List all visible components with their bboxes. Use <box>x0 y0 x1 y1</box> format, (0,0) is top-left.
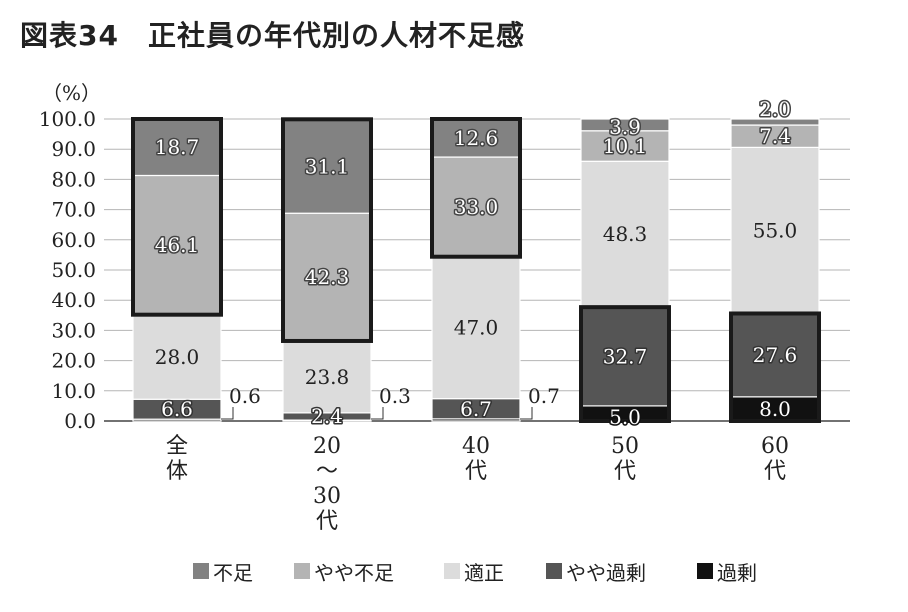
value-label: 8.0 <box>759 397 791 421</box>
y-tick-label: 0.0 <box>64 409 96 433</box>
category-label: 20 <box>313 434 341 459</box>
legend-label: 適正 <box>464 561 504 585</box>
value-label: 42.3 <box>305 265 350 289</box>
y-tick-label: 10.0 <box>51 379 96 403</box>
category-label: 代 <box>764 459 786 484</box>
legend-swatch <box>697 563 713 579</box>
value-label: 48.3 <box>603 222 648 246</box>
value-label: 0.6 <box>229 384 261 408</box>
legend-swatch <box>546 563 562 579</box>
legend-swatch <box>193 563 209 579</box>
value-label: 12.6 <box>454 126 499 150</box>
y-tick-label: 30.0 <box>51 318 96 342</box>
y-tick-label: 70.0 <box>51 198 96 222</box>
legend-swatch <box>444 563 460 579</box>
value-label: 18.7 <box>155 135 200 159</box>
y-tick-label: 40.0 <box>51 288 96 312</box>
value-label: 33.0 <box>454 195 499 219</box>
category-label: 代 <box>316 509 338 534</box>
legend-label: 不足 <box>213 561 253 585</box>
highlight-frame <box>281 117 373 343</box>
highlight-frame <box>131 117 223 317</box>
y-tick-label: 100.0 <box>39 107 96 131</box>
category-label: 体 <box>166 459 188 484</box>
value-label: 0.7 <box>528 384 560 408</box>
value-label: 2.0 <box>759 97 791 121</box>
category-label: 〜 <box>316 459 338 484</box>
highlight-frame <box>729 311 821 424</box>
legend-label: やや不足 <box>314 561 394 585</box>
highlight-frame <box>579 305 671 423</box>
bar-segment <box>580 130 670 162</box>
bar-segment <box>730 118 820 126</box>
bar-segment <box>580 160 670 308</box>
y-unit-label: （%） <box>42 81 101 105</box>
leader-line <box>520 407 533 420</box>
value-label: 28.0 <box>155 345 200 369</box>
category-label: 30 <box>313 484 341 509</box>
category-label: 40 <box>462 434 490 459</box>
legend-label: やや過剰 <box>566 561 646 585</box>
value-label: 10.1 <box>603 134 648 158</box>
bar-segment <box>132 118 222 177</box>
bar-segment <box>730 396 820 422</box>
value-label: 31.1 <box>305 154 350 178</box>
category-label: 代 <box>465 459 487 484</box>
value-label: 23.8 <box>305 365 350 389</box>
bar-segment <box>282 340 372 414</box>
chart-title: 図表34 正社員の年代別の人材不足感 <box>20 19 525 52</box>
category-label: 60 <box>761 434 789 459</box>
value-label: 2.4 <box>311 404 343 428</box>
value-label: 0.3 <box>379 384 411 408</box>
bar-segment <box>580 118 670 132</box>
value-label: 5.0 <box>609 405 641 429</box>
value-label: 7.4 <box>759 124 791 148</box>
y-tick-label: 90.0 <box>51 137 96 161</box>
category-label: 代 <box>614 459 636 484</box>
highlight-frame <box>430 117 522 259</box>
leader-line <box>371 407 384 420</box>
category-label: 50 <box>611 434 639 459</box>
y-tick-label: 20.0 <box>51 349 96 373</box>
value-label: 27.6 <box>753 343 798 367</box>
legend-label: 過剰 <box>717 561 757 585</box>
y-tick-label: 50.0 <box>51 258 96 282</box>
bar-segment <box>132 314 222 400</box>
value-label: 47.0 <box>454 316 499 340</box>
value-label: 46.1 <box>155 233 200 257</box>
leader-line <box>221 407 234 420</box>
value-label: 32.7 <box>603 345 648 369</box>
value-label: 55.0 <box>753 218 798 242</box>
legend-swatch <box>294 563 310 579</box>
value-label: 3.9 <box>609 115 641 139</box>
category-label: 全 <box>166 434 188 459</box>
bar-segment <box>730 146 820 315</box>
y-tick-label: 80.0 <box>51 167 96 191</box>
value-label: 6.6 <box>161 397 193 421</box>
value-label: 6.7 <box>460 397 492 421</box>
bar-segment <box>132 174 222 316</box>
y-tick-label: 60.0 <box>51 228 96 252</box>
